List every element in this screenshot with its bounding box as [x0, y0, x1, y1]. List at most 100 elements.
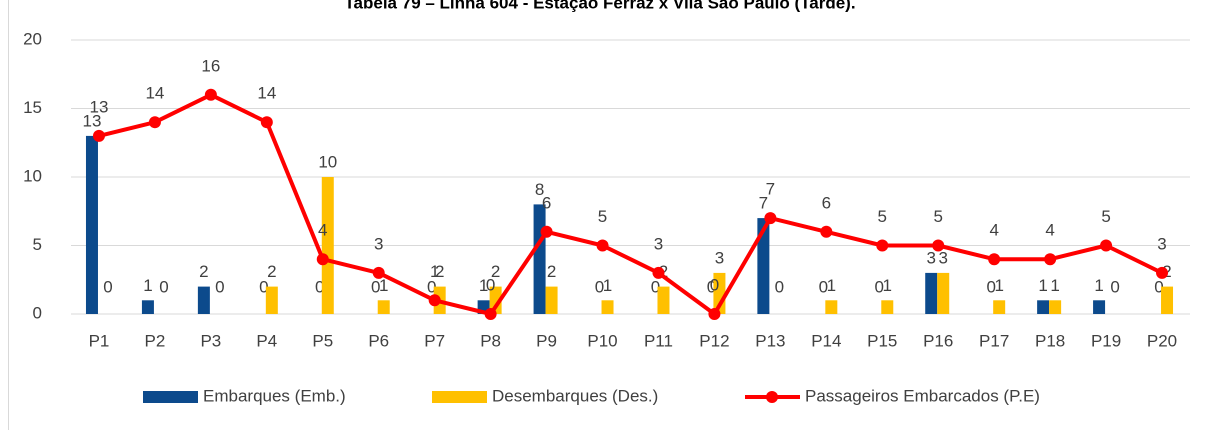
data-label: 0 [259, 277, 268, 296]
data-label: 0 [986, 277, 995, 296]
data-label: 1 [143, 276, 152, 295]
data-label: 0 [103, 277, 112, 296]
data-label: 2 [199, 262, 208, 281]
bar [197, 286, 210, 314]
bar [265, 286, 278, 314]
bar [533, 204, 546, 314]
data-label: 1 [1050, 276, 1059, 295]
line-marker [596, 239, 609, 252]
line-marker [260, 116, 273, 129]
data-label: 1 [994, 276, 1003, 295]
data-label: 0 [1110, 277, 1119, 296]
line-marker [1044, 253, 1057, 266]
line-marker [764, 212, 777, 225]
data-label: 2 [435, 262, 444, 281]
bar [377, 300, 390, 314]
x-tick-label: P11 [644, 331, 673, 350]
data-label: 3 [1157, 234, 1166, 253]
line-marker [1100, 239, 1113, 252]
data-label: 13 [83, 111, 102, 130]
x-tick-label: P12 [699, 331, 729, 350]
bar [881, 300, 894, 314]
y-tick-label: 15 [23, 98, 42, 117]
data-label: 0 [371, 277, 380, 296]
data-label: 4 [318, 221, 327, 240]
x-tick-label: P8 [480, 331, 501, 350]
line-marker [540, 225, 553, 238]
line-marker [1156, 266, 1169, 279]
x-tick-label: P4 [256, 331, 277, 350]
x-tick-label: P13 [755, 331, 785, 350]
x-tick-label: P9 [536, 331, 557, 350]
line-marker [372, 266, 385, 279]
line-marker [652, 266, 665, 279]
chart-title: Tabela 79 – Linha 604 - Estação Ferraz x… [344, 0, 855, 12]
data-label: 13 [90, 97, 109, 116]
data-label: 0 [315, 277, 324, 296]
data-label: 0 [875, 277, 884, 296]
x-tick-label: P3 [200, 331, 221, 350]
legend-label: Embarques (Emb.) [203, 386, 346, 405]
data-label: 5 [598, 207, 607, 226]
bar [545, 286, 558, 314]
data-label: 8 [535, 180, 544, 199]
data-label: 6 [542, 193, 551, 212]
data-label: 14 [257, 84, 276, 103]
x-tick-label: P17 [979, 331, 1009, 350]
data-label: 16 [201, 56, 220, 75]
bar [1093, 300, 1106, 314]
data-label: 4 [1045, 221, 1054, 240]
data-label: 7 [759, 194, 768, 213]
data-label: 14 [145, 84, 164, 103]
bar [925, 272, 938, 314]
legend-swatch [766, 391, 778, 403]
x-tick-label: P18 [1035, 331, 1065, 350]
data-label: 2 [547, 262, 556, 281]
data-label: 2 [267, 262, 276, 281]
x-tick-label: P16 [923, 331, 953, 350]
data-label: 3 [374, 234, 383, 253]
line-marker [484, 308, 497, 320]
line-marker [876, 239, 889, 252]
bar [1037, 300, 1050, 314]
data-label: 5 [1101, 207, 1110, 226]
data-label: 0 [427, 277, 436, 296]
bar [993, 300, 1006, 314]
line-marker [708, 308, 721, 320]
data-label: 1 [883, 276, 892, 295]
bar [757, 218, 770, 314]
x-tick-label: P14 [811, 331, 841, 350]
line-marker [820, 225, 833, 238]
data-label: 7 [766, 180, 775, 199]
data-label: 0 [775, 277, 784, 296]
x-tick-label: P7 [424, 331, 445, 350]
data-label: 0 [215, 277, 224, 296]
data-label: 0 [1154, 277, 1163, 296]
chart-frame [8, 0, 9, 430]
data-label: 1 [827, 276, 836, 295]
x-tick-label: P2 [145, 331, 166, 350]
data-label: 3 [654, 234, 663, 253]
line-marker [92, 129, 105, 142]
data-label: 4 [989, 221, 998, 240]
line-marker [148, 116, 161, 129]
x-tick-label: P19 [1091, 331, 1121, 350]
x-tick-label: P5 [312, 331, 333, 350]
bar [937, 272, 950, 314]
data-label: 10 [318, 152, 337, 171]
legend-swatch [432, 391, 487, 403]
line-marker [932, 239, 945, 252]
data-label: 0 [819, 277, 828, 296]
line-marker [988, 253, 1001, 266]
data-label: 1 [479, 276, 488, 295]
data-label: 3 [926, 248, 935, 267]
data-label: 3 [938, 248, 947, 267]
y-tick-label: 0 [33, 303, 42, 322]
x-tick-label: P20 [1147, 331, 1177, 350]
y-tick-label: 20 [23, 29, 42, 48]
bar [1049, 300, 1062, 314]
data-label: 1 [379, 276, 388, 295]
data-label: 1 [1038, 276, 1047, 295]
bar [601, 300, 614, 314]
